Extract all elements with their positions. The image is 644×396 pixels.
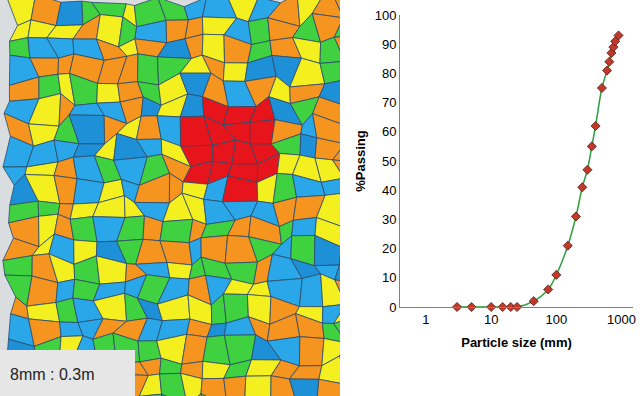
svg-text:100: 100 <box>545 312 567 327</box>
svg-text:70: 70 <box>382 95 396 110</box>
svg-text:%Passing: %Passing <box>353 130 368 191</box>
svg-text:Particle size (mm): Particle size (mm) <box>461 335 572 350</box>
svg-text:0: 0 <box>389 300 396 315</box>
svg-text:8mm : 0.3m: 8mm : 0.3m <box>10 366 94 383</box>
svg-text:1: 1 <box>422 312 429 327</box>
svg-text:10: 10 <box>382 270 396 285</box>
svg-text:50: 50 <box>382 154 396 169</box>
svg-text:100: 100 <box>375 8 397 23</box>
svg-text:10: 10 <box>484 312 498 327</box>
svg-text:1000: 1000 <box>607 312 636 327</box>
svg-text:90: 90 <box>382 37 396 52</box>
svg-text:40: 40 <box>382 183 396 198</box>
svg-text:80: 80 <box>382 66 396 81</box>
svg-text:60: 60 <box>382 124 396 139</box>
svg-text:30: 30 <box>382 212 396 227</box>
svg-text:20: 20 <box>382 241 396 256</box>
